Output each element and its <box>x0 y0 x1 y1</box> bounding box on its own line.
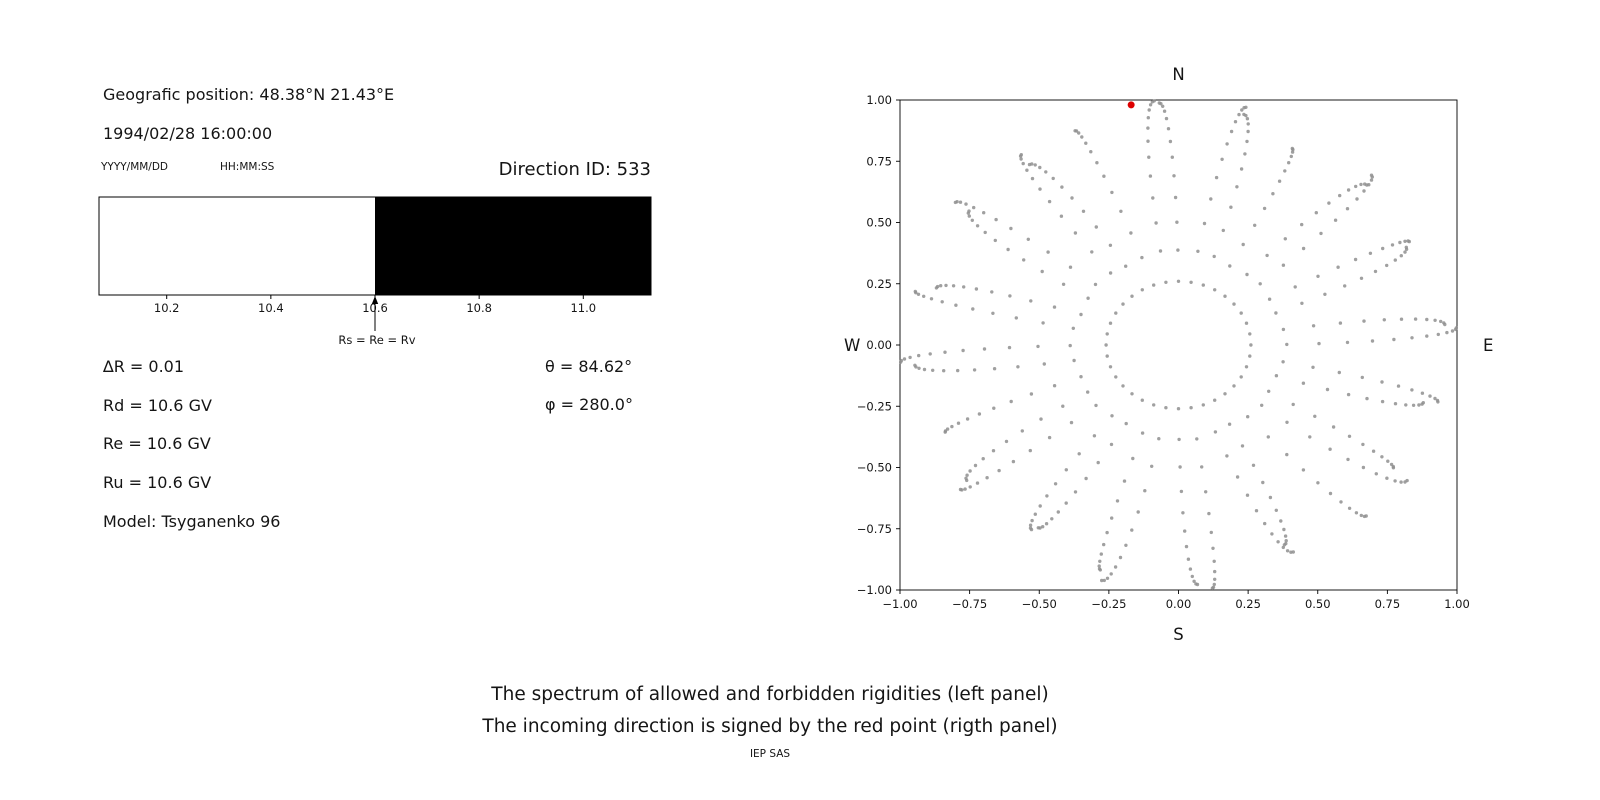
delta-r-value: ∆R = 0.01 <box>103 357 185 376</box>
date-format-label: YYYY/MM/DD <box>101 161 169 173</box>
x-tick-label: 0.75 <box>1375 597 1401 611</box>
asymptotic-direction-dots <box>899 99 1458 590</box>
y-tick-label: 0.25 <box>866 277 892 291</box>
y-tick-label: −0.50 <box>857 461 892 475</box>
geographic-position: Geografic position: 48.38°N 21.43°E <box>103 85 395 104</box>
caption-credit: IEP SAS <box>749 748 791 760</box>
theta-value: θ = 84.62° <box>545 357 633 376</box>
y-tick-label: −0.75 <box>857 522 892 536</box>
phi-value: φ = 280.0° <box>545 395 633 414</box>
annotation-arrowhead <box>371 296 379 304</box>
region-forbidden <box>375 197 651 295</box>
x-tick-label: 0.00 <box>1166 597 1192 611</box>
rigidity-spectrum-chart: 10.2 10.4 10.6 10.8 11.0Rs = Re = Rv <box>98 196 652 347</box>
datetime: 1994/02/28 16:00:00 <box>103 124 273 143</box>
direction-id: Direction ID: 533 <box>498 159 651 180</box>
x-tick-label: 10.2 <box>154 301 180 315</box>
x-tick-label: 1.00 <box>1444 597 1470 611</box>
caption-line-1: The spectrum of allowed and forbidden ri… <box>491 684 1049 705</box>
x-tick-label: 10.4 <box>258 301 284 315</box>
re-value: Re = 10.6 GV <box>103 434 211 453</box>
time-format-label: HH:MM:SS <box>220 161 275 173</box>
x-tick-label: −0.25 <box>1091 597 1126 611</box>
caption: The spectrum of allowed and forbidden ri… <box>0 684 1540 760</box>
annotation-label: Rs = Re = Rv <box>338 333 415 347</box>
compass-north-label: N <box>1172 65 1184 84</box>
x-tick-label: −0.50 <box>1022 597 1057 611</box>
incoming-direction-point <box>1127 101 1135 109</box>
compass-west-label: W <box>844 336 860 355</box>
compass-east-label: E <box>1483 336 1493 355</box>
y-tick-label: 0.50 <box>866 216 892 230</box>
axes-frame <box>899 99 1458 591</box>
ru-value: Ru = 10.6 GV <box>103 473 212 492</box>
y-tick-label: −0.25 <box>857 399 892 413</box>
rd-value: Rd = 10.6 GV <box>103 396 212 415</box>
compass-south-label: S <box>1173 625 1183 644</box>
x-tick-label: 10.8 <box>466 301 492 315</box>
y-tick-label: −1.00 <box>857 583 892 597</box>
x-tick-label: 0.25 <box>1235 597 1261 611</box>
x-tick-label: −1.00 <box>882 597 917 611</box>
y-tick-label: 0.00 <box>866 338 892 352</box>
caption-line-2: The incoming direction is signed by the … <box>482 716 1058 737</box>
model-label: Model: Tsyganenko 96 <box>103 512 281 531</box>
y-tick-label: 1.00 <box>866 93 892 107</box>
x-tick-label: 11.0 <box>570 301 596 315</box>
direction-map-chart: −1.00 −0.75 −0.50 −0.25 0.00 0.25 0.50 0.75 1.00… <box>844 65 1493 644</box>
region-allowed <box>99 197 375 295</box>
x-tick-label: −0.75 <box>952 597 987 611</box>
y-tick-label: 0.75 <box>866 154 892 168</box>
x-tick-label: 0.50 <box>1305 597 1331 611</box>
